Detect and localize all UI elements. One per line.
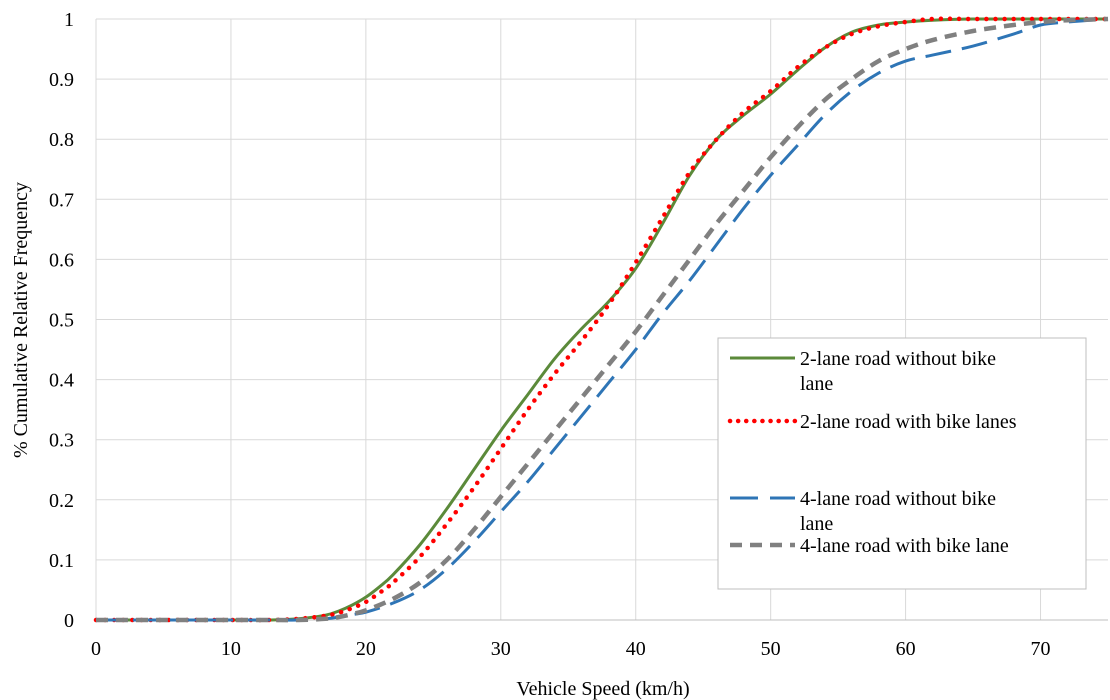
grid-lines	[96, 18, 1108, 621]
y-tick-label: 1	[64, 9, 74, 31]
legend: 2-lane road without bike lane 2-lane road …	[717, 337, 1087, 590]
x-tick-label: 60	[896, 638, 916, 660]
tick-labels: 00.10.20.30.40.50.60.70.80.910 10 20 30 40 50…	[49, 9, 1051, 660]
legend-label: 4-lane road with bike lane	[800, 535, 1009, 557]
y-tick-label: 0.5	[49, 310, 74, 332]
x-tick-label: 20	[356, 638, 376, 660]
legend-label: lane	[800, 513, 833, 535]
series-line-3	[96, 17, 1109, 622]
legend-label: 2-lane road with bike lanes	[800, 411, 1017, 433]
x-axis-title: Vehicle Speed (km/h)	[516, 678, 689, 700]
series-line-2	[93, 16, 1110, 623]
y-tick-label: 0.1	[49, 550, 74, 572]
y-tick-label: 0.2	[49, 490, 74, 512]
legend-label: 2-lane road without bike	[800, 348, 996, 370]
y-tick-label: 0.6	[49, 249, 74, 271]
series-lines	[93, 16, 1110, 623]
x-tick-label: 10	[221, 638, 241, 660]
y-tick-label: 0.4	[49, 370, 74, 392]
x-tick-label: 40	[626, 638, 646, 660]
x-tick-label: 30	[491, 638, 511, 660]
x-tick-label: 70	[1031, 638, 1051, 660]
y-tick-label: 0.8	[49, 129, 74, 151]
series-line-4	[96, 16, 1109, 623]
y-tick-label: 0.3	[49, 430, 74, 452]
legend-label: lane	[800, 373, 833, 395]
x-tick-label: 0	[91, 638, 101, 660]
y-tick-label: 0.9	[49, 69, 74, 91]
x-tick-label: 50	[761, 638, 781, 660]
y-axis-title: % Cumulative Relative Frequency	[10, 182, 32, 458]
y-tick-label: 0.7	[49, 189, 74, 211]
legend-label: 4-lane road without bike	[800, 488, 996, 510]
y-tick-label: 0	[64, 610, 74, 632]
